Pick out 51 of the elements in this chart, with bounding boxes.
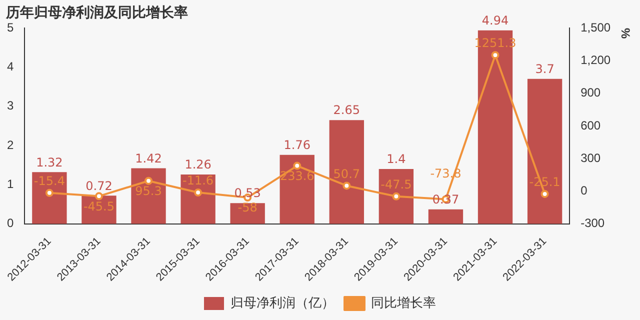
point — [45, 188, 54, 197]
data-label: 3.7 — [535, 62, 554, 76]
point — [293, 162, 302, 170]
data-label: 233.6 — [280, 168, 314, 183]
data-label: 50.7 — [333, 166, 360, 181]
bar — [428, 209, 464, 224]
y-tick-label: 0 — [6, 216, 14, 230]
data-label: 1.32 — [36, 155, 63, 170]
point — [392, 192, 400, 200]
y2-tick-label: 1,200 — [580, 52, 611, 67]
data-label: -15.4 — [34, 174, 65, 188]
data-label: -11.6 — [182, 174, 214, 188]
data-label: -47.5 — [380, 178, 412, 192]
point — [342, 182, 351, 190]
data-label: 95.3 — [135, 184, 162, 198]
data-label: 4.94 — [482, 13, 509, 28]
point — [94, 192, 103, 200]
legend-label: 同比增长率 — [371, 295, 436, 310]
bar — [329, 120, 364, 224]
bar — [180, 174, 216, 224]
data-label: 0.72 — [86, 178, 112, 193]
y2-tick-label: -300 — [580, 216, 605, 230]
data-label: -58 — [238, 200, 258, 215]
point — [194, 188, 202, 196]
bar — [131, 168, 166, 224]
bar — [32, 172, 67, 224]
data-label: 1.42 — [135, 151, 162, 166]
bar — [280, 154, 314, 224]
point — [491, 51, 500, 60]
y2-tick-label: 600 — [580, 118, 601, 132]
y2-tick-label: 300 — [580, 150, 601, 165]
data-label: 1.76 — [284, 138, 310, 152]
y2-tick-label: 0 — [580, 184, 588, 198]
legend-label: 归母净利润（亿） — [230, 295, 334, 310]
data-label: 1.4 — [386, 152, 406, 166]
bar — [527, 78, 562, 224]
point — [144, 176, 153, 185]
data-label: -45.5 — [83, 199, 115, 214]
data-label: 2.65 — [333, 103, 360, 118]
y2-axis-title: % — [618, 28, 632, 39]
data-label: 1.26 — [184, 158, 212, 172]
y2-tick-label: 900 — [580, 86, 601, 100]
y-tick-label: 2 — [6, 138, 14, 152]
y2-tick-label: 1,500 — [580, 20, 611, 34]
y-tick-label: 4 — [6, 59, 14, 74]
y-tick-label: 1 — [6, 177, 14, 192]
y-tick-label: 3 — [6, 98, 14, 113]
point — [540, 190, 549, 198]
chart-title: 历年归母净利润及同比增长率 — [6, 4, 188, 22]
y-tick-label: 5 — [6, 20, 14, 34]
bar — [378, 169, 414, 224]
